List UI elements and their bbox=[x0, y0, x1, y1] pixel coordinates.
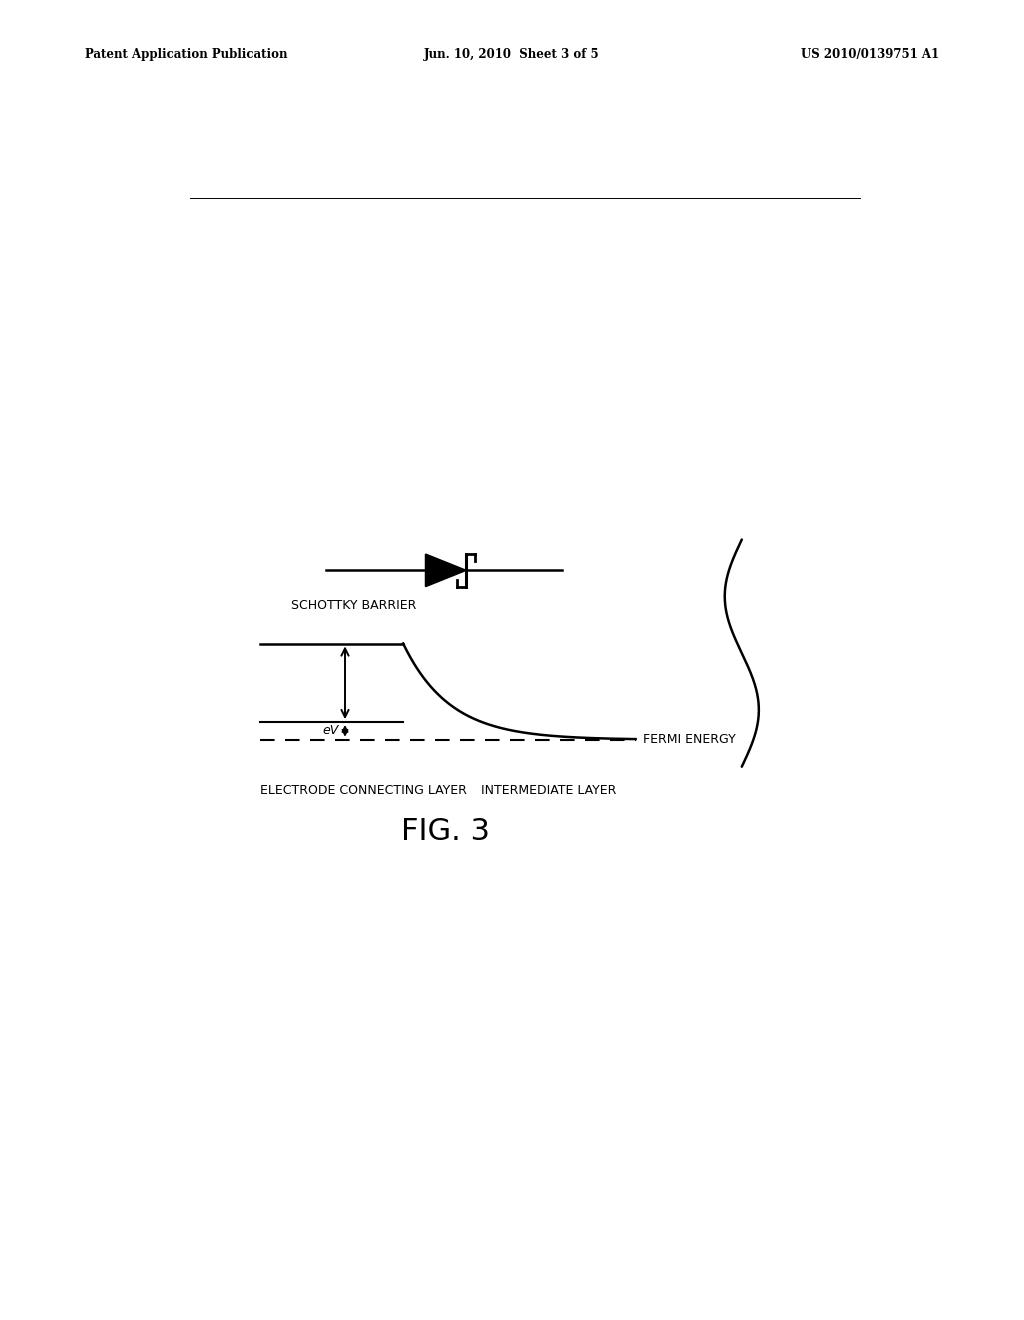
Text: FERMI ENERGY: FERMI ENERGY bbox=[643, 733, 736, 746]
Text: SCHOTTKY BARRIER: SCHOTTKY BARRIER bbox=[291, 599, 416, 612]
Text: FIG. 3: FIG. 3 bbox=[401, 817, 490, 846]
Text: eV: eV bbox=[323, 725, 339, 738]
Text: INTERMEDIATE LAYER: INTERMEDIATE LAYER bbox=[480, 784, 616, 797]
Text: Patent Application Publication: Patent Application Publication bbox=[85, 48, 288, 61]
Polygon shape bbox=[426, 554, 466, 586]
Text: ELECTRODE CONNECTING LAYER: ELECTRODE CONNECTING LAYER bbox=[260, 784, 467, 797]
Text: US 2010/0139751 A1: US 2010/0139751 A1 bbox=[801, 48, 939, 61]
Text: Jun. 10, 2010  Sheet 3 of 5: Jun. 10, 2010 Sheet 3 of 5 bbox=[424, 48, 600, 61]
